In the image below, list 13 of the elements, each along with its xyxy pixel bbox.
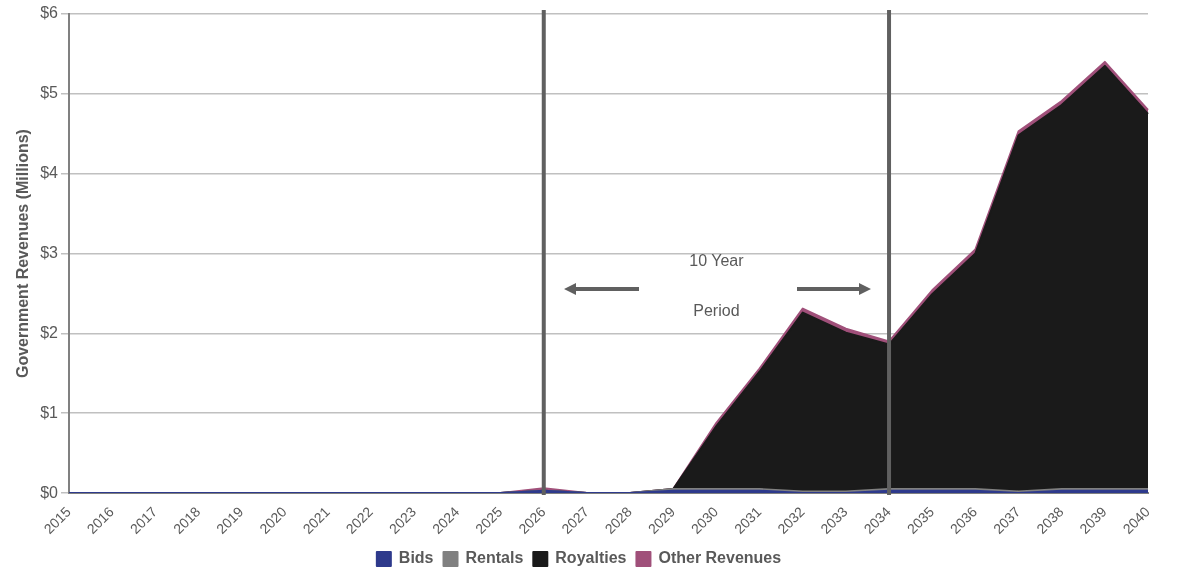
y-tick-label: $1 [40,403,59,421]
y-tick-label: $3 [40,243,59,261]
y-tick-label: $6 [40,4,59,22]
legend-label: Royalties [555,549,627,567]
y-axis-title: Government Revenues (Millions) [14,129,32,379]
legend-label: Rentals [465,549,524,567]
text: 10 Year Period [689,251,744,319]
y-tick-label: $2 [40,323,59,341]
legend-label: Other Revenues [658,549,782,567]
y-tick-label: $4 [40,164,59,182]
y-tick-label: $5 [40,84,59,102]
y-tick-label: $0 [40,483,59,501]
legend-label: Bids [398,549,434,567]
